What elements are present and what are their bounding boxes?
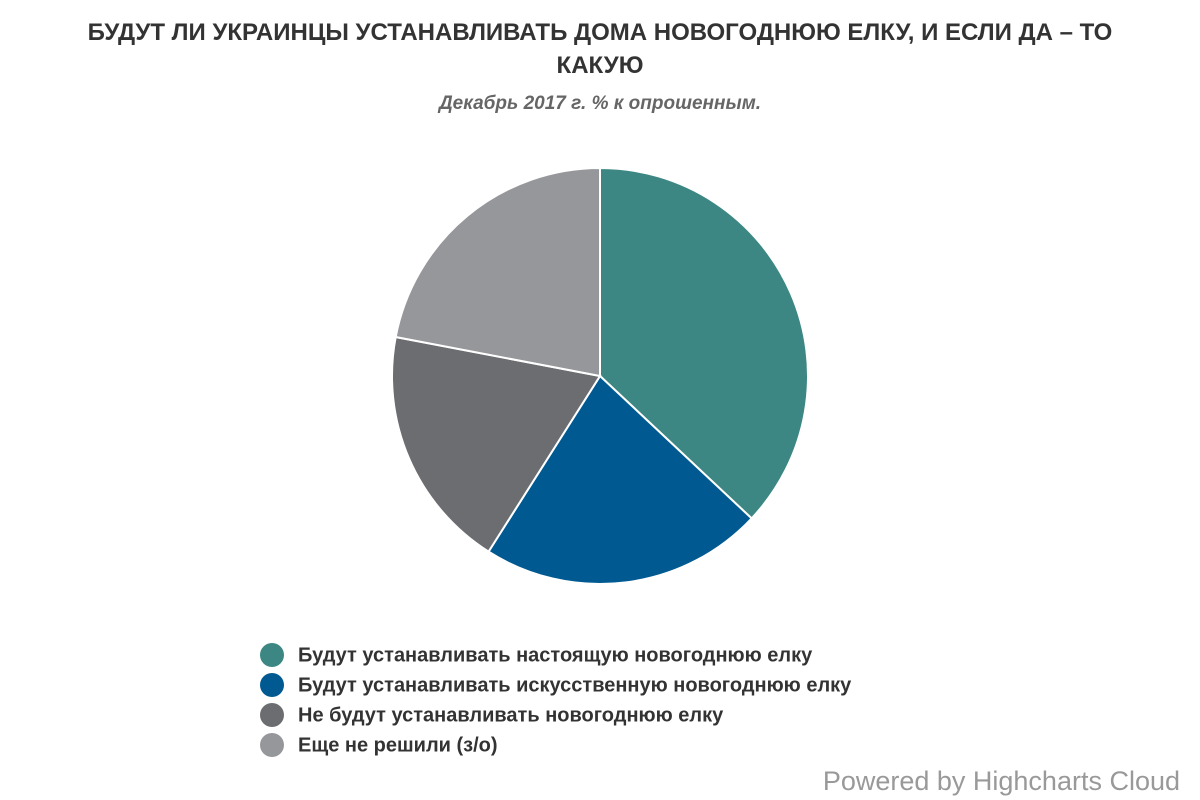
pie-slice — [394, 166, 601, 378]
legend-symbol — [260, 733, 284, 757]
legend-symbol — [260, 643, 284, 667]
pie-slice — [391, 335, 602, 554]
credits: Powered by Highcharts Cloud — [823, 766, 1180, 796]
legend-symbol — [260, 703, 284, 727]
legend-label: Еще не решили (з/о) — [298, 734, 498, 756]
pie-slice — [599, 166, 809, 520]
legend-symbol — [260, 673, 284, 697]
legend-label: Не будут устанавливать новогоднюю елку — [298, 704, 724, 726]
pie-slice — [487, 374, 754, 585]
chart-title: БУДУТ ЛИ УКРАИНЦЫ УСТАНАВЛИВАТЬ ДОМА НОВ… — [87, 19, 1113, 79]
chart-subtitle: Декабрь 2017 г. % к опрошенным. — [438, 93, 762, 114]
legend-label: Будут устанавливать искусственную нового… — [298, 674, 852, 696]
legend-label: Будут устанавливать настоящую новогоднюю… — [298, 644, 813, 666]
